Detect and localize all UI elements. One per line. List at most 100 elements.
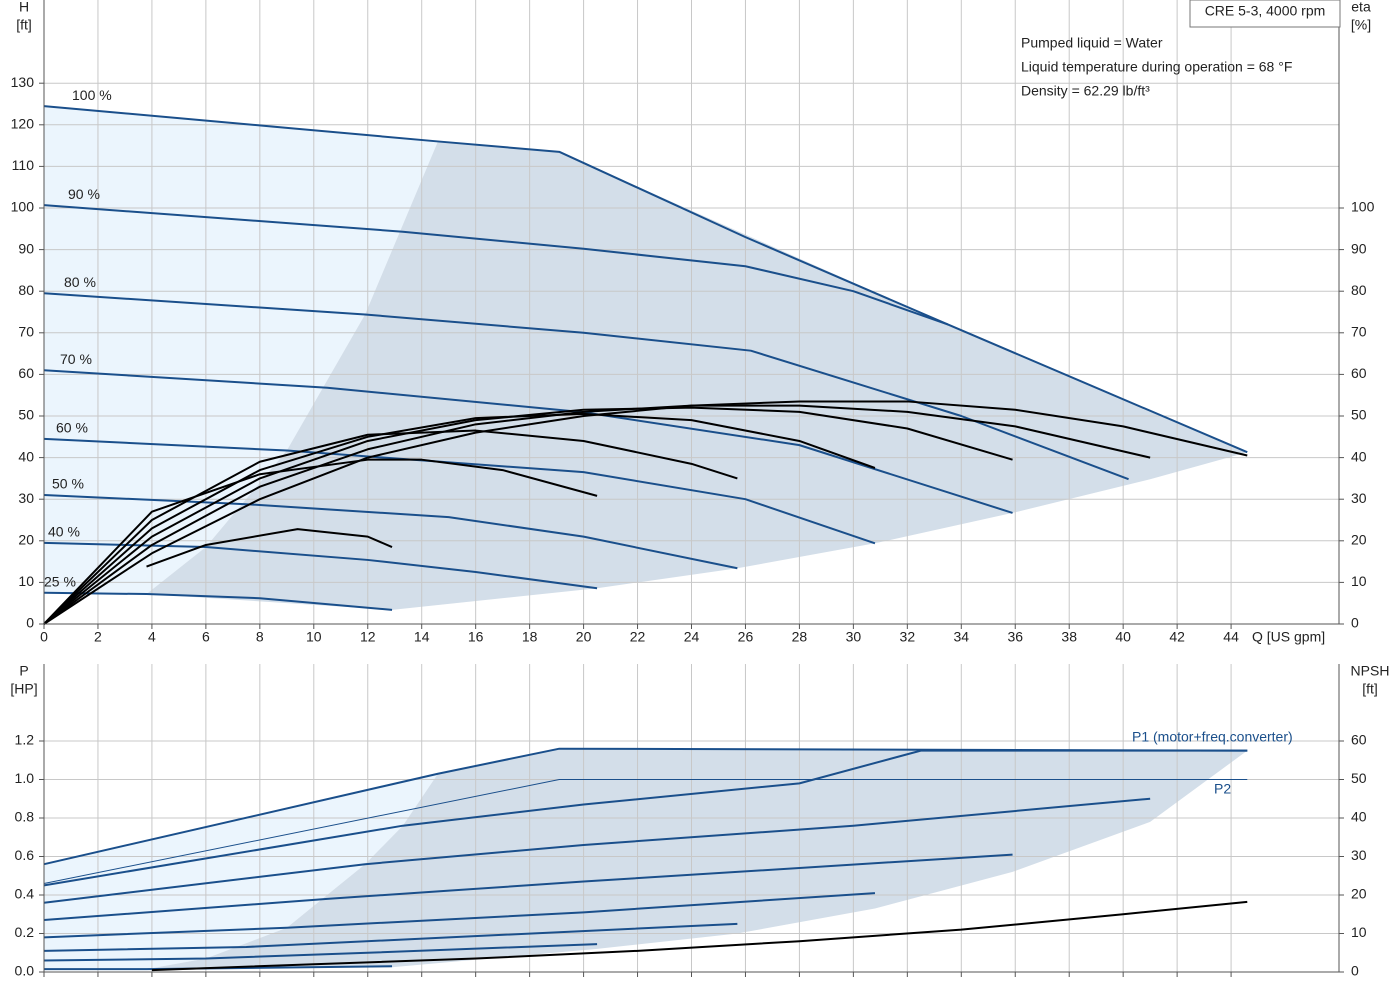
- series-label: 25 %: [44, 574, 76, 590]
- curve: [43, 779, 1248, 884]
- y-axis-title: H: [19, 0, 29, 15]
- x-tick-label: 18: [522, 629, 538, 645]
- curve-right-axis: [151, 900, 1248, 972]
- curve: [43, 922, 738, 952]
- y2-tick-label: 50: [1351, 407, 1367, 423]
- y-tick-label: 1.0: [15, 770, 35, 786]
- x-tick-label: 14: [414, 629, 430, 645]
- series-label: 100 %: [72, 87, 112, 103]
- title-box: [1189, 0, 1341, 28]
- x-tick-label: 20: [576, 629, 592, 645]
- series-label: 90 %: [68, 186, 100, 202]
- series-label: 50 %: [52, 476, 84, 492]
- y-tick-label: 120: [11, 116, 35, 132]
- curve: [43, 892, 876, 939]
- y-tick-label: 10: [18, 573, 34, 589]
- y2-tick-label: 20: [1351, 886, 1367, 902]
- x-tick-label: 0: [40, 629, 48, 645]
- y-tick-label: 30: [18, 490, 34, 506]
- y2-tick-label: 40: [1351, 448, 1367, 464]
- y2-tick-label: 10: [1351, 573, 1367, 589]
- y2-tick-label: 0: [1351, 963, 1359, 979]
- x-tick-label: 16: [468, 629, 484, 645]
- x-tick-label: 38: [1061, 629, 1077, 645]
- y2-tick-label: 60: [1351, 365, 1367, 381]
- y2-axis-unit: [ft]: [1362, 681, 1378, 697]
- curve: [43, 494, 738, 570]
- y2-tick-label: 50: [1351, 770, 1367, 786]
- x-tick-label: 24: [684, 629, 700, 645]
- x-tick-label: 32: [900, 629, 916, 645]
- x-tick-label: 42: [1169, 629, 1185, 645]
- curve-right-axis: [43, 404, 1151, 625]
- y-axis-title: P: [19, 663, 28, 679]
- series-label: 70 %: [60, 351, 92, 367]
- x-tick-label: 36: [1007, 629, 1023, 645]
- curve: [43, 749, 1248, 887]
- curve: [44, 965, 393, 971]
- y-axis-unit: [HP]: [10, 681, 37, 697]
- x-tick-label: 34: [954, 629, 970, 645]
- note: Liquid temperature during operation = 68…: [1021, 59, 1292, 75]
- x-tick-label: 2: [94, 629, 102, 645]
- x-tick-label: 40: [1115, 629, 1131, 645]
- x-tick-label: 22: [630, 629, 646, 645]
- x-tick-label: 8: [256, 629, 264, 645]
- y-tick-label: 100: [11, 199, 35, 215]
- y-tick-label: 0.0: [15, 963, 35, 979]
- y-tick-label: 0.6: [15, 847, 35, 863]
- y-tick-label: 20: [18, 532, 34, 548]
- y2-tick-label: 40: [1351, 809, 1367, 825]
- curve-right-axis: [43, 406, 1013, 625]
- curve-right-axis: [43, 412, 876, 625]
- y2-tick-label: 70: [1351, 324, 1367, 340]
- curve: [43, 292, 1129, 481]
- y-tick-label: 0.2: [15, 924, 35, 940]
- y2-tick-label: 80: [1351, 282, 1367, 298]
- x-tick-label: 6: [202, 629, 210, 645]
- annotation: P1 (motor+freq.converter): [1132, 729, 1293, 745]
- x-tick-label: 28: [792, 629, 808, 645]
- annotation: P2: [1214, 781, 1231, 797]
- y-tick-label: 40: [18, 448, 34, 464]
- y-tick-label: 70: [18, 324, 34, 340]
- curve: [43, 437, 876, 545]
- series-label: 40 %: [48, 524, 80, 540]
- y2-tick-label: 30: [1351, 847, 1367, 863]
- operating-area: [44, 773, 438, 971]
- chart-title: CRE 5-3, 4000 rpm: [1205, 3, 1326, 19]
- y-tick-label: 0.4: [15, 886, 35, 902]
- y2-tick-label: 30: [1351, 490, 1367, 506]
- x-tick-label: 4: [148, 629, 156, 645]
- curve: [43, 853, 1013, 922]
- x-tick-label: 26: [738, 629, 754, 645]
- curve: [43, 747, 1248, 866]
- curve: [43, 591, 393, 611]
- y2-tick-label: 0: [1351, 615, 1359, 631]
- y-tick-label: 0.8: [15, 809, 35, 825]
- x-tick-label: 12: [360, 629, 376, 645]
- y-tick-label: 130: [11, 74, 35, 90]
- y-tick-label: 110: [12, 157, 35, 173]
- x-tick-label: 44: [1223, 629, 1239, 645]
- y2-tick-label: 10: [1351, 924, 1367, 940]
- y2-tick-label: 20: [1351, 532, 1367, 548]
- curve: [43, 204, 949, 326]
- series-label: 60 %: [56, 420, 88, 436]
- curve: [43, 105, 1248, 454]
- curve: [43, 943, 598, 962]
- curve-right-axis: [43, 429, 738, 625]
- curve-right-axis: [43, 458, 598, 625]
- note: Pumped liquid = Water: [1021, 35, 1163, 51]
- y-tick-label: 60: [18, 365, 34, 381]
- curve-right-axis: [43, 400, 1248, 625]
- x-axis-title: Q [US gpm]: [1252, 629, 1325, 645]
- y2-axis-title: eta: [1351, 0, 1371, 15]
- y2-tick-label: 60: [1351, 732, 1367, 748]
- series-label: 80 %: [64, 274, 96, 290]
- y-axis-unit: [ft]: [16, 17, 32, 33]
- y2-tick-label: 100: [1351, 199, 1375, 215]
- curve: [43, 797, 1151, 904]
